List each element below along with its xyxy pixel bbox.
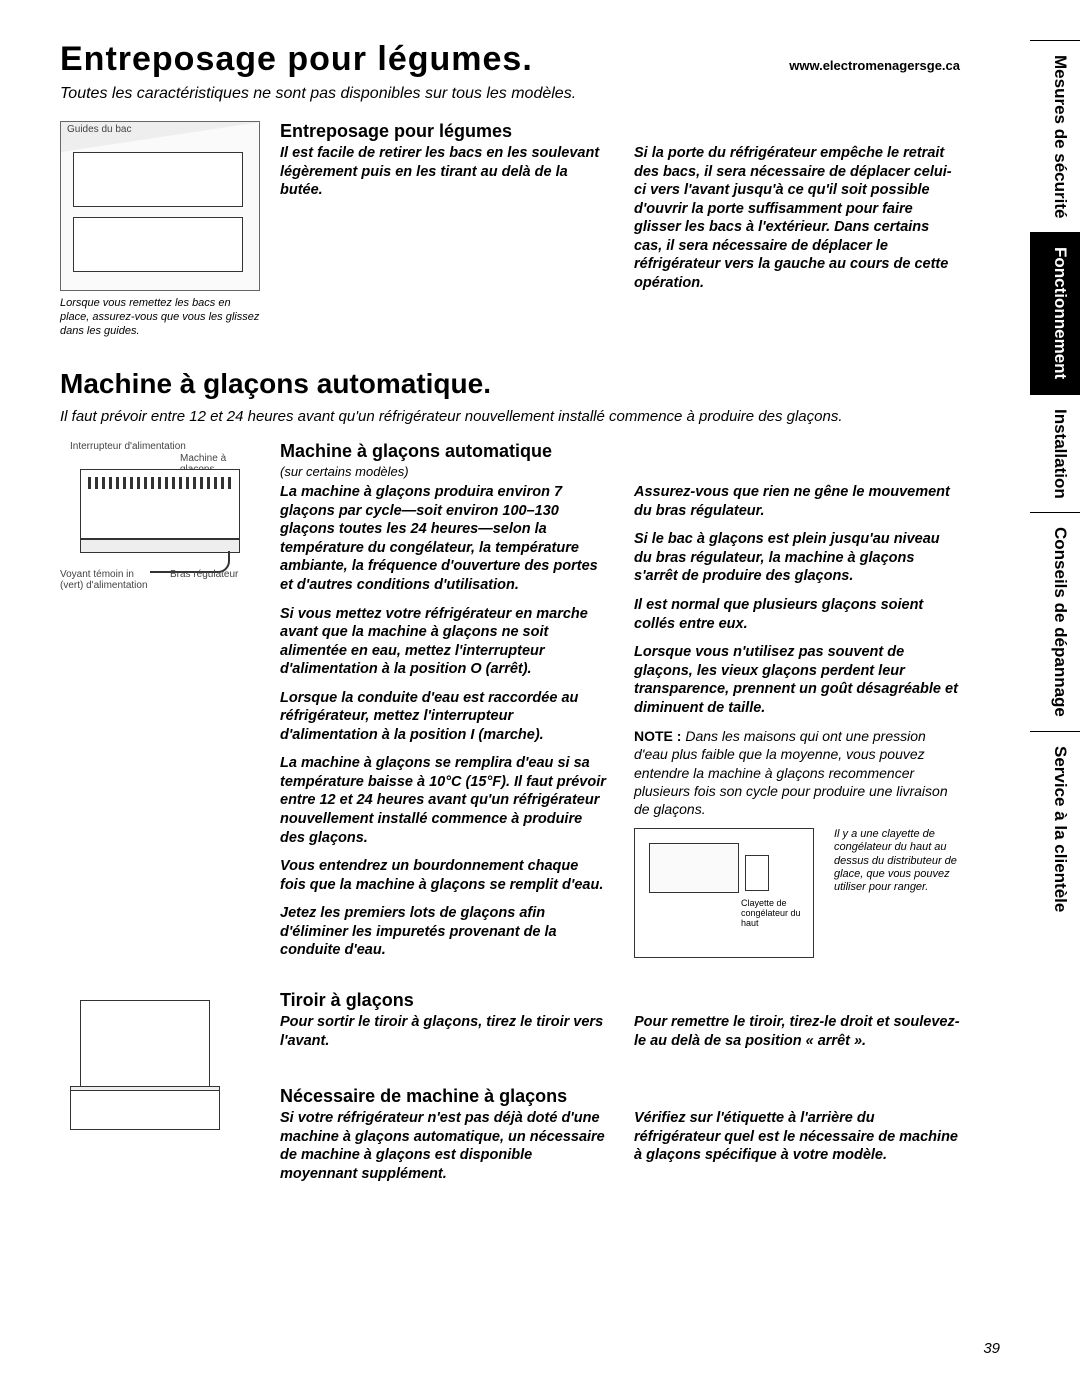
section-drawer: Tiroir à glaçons Pour sortir le tiroir à… bbox=[60, 990, 960, 1193]
icemaker-diagram: Interrupteur d'alimentation Machine à gl… bbox=[60, 441, 260, 586]
icemaker-subnote: (sur certains modèles) bbox=[280, 464, 960, 479]
drawer-heading: Tiroir à glaçons bbox=[280, 990, 960, 1011]
main-content: Entreposage pour légumes. www.electromen… bbox=[60, 40, 960, 1193]
page-number: 39 bbox=[983, 1340, 1000, 1357]
kit-left: Si votre réfrigérateur n'est pas déjà do… bbox=[280, 1109, 606, 1183]
ice-right-p3: Il est normal que plusieurs glaçons soie… bbox=[634, 596, 960, 633]
ice-left-p4: La machine à glaçons se remplira d'eau s… bbox=[280, 754, 606, 847]
ice-right-p1: Assurez-vous que rien ne gêne le mouveme… bbox=[634, 483, 960, 520]
drawer-right: Pour remettre le tiroir, tirez-le droit … bbox=[634, 1013, 960, 1050]
crisper-left-text: Il est facile de retirer les bacs en les… bbox=[280, 144, 606, 292]
tab-trouble[interactable]: Conseils de dépannage bbox=[1030, 512, 1080, 731]
shelf-diagram: Clayette de congélateur du haut bbox=[634, 828, 814, 958]
ice-left-p5: Vous entendrez un bourdonnement chaque f… bbox=[280, 857, 606, 894]
tab-service[interactable]: Service à la clientèle bbox=[1030, 731, 1080, 926]
tab-install[interactable]: Installation bbox=[1030, 394, 1080, 513]
ice-left-p6: Jetez les premiers lots de glaçons afin … bbox=[280, 904, 606, 960]
tab-safety[interactable]: Mesures de sécurité bbox=[1030, 40, 1080, 232]
ice-callout-led: Voyant témoin in (vert) d'alimentation bbox=[60, 569, 160, 591]
crisper-diagram: Guides du bac bbox=[60, 121, 260, 291]
ice-callout-switch: Interrupteur d'alimentation bbox=[70, 441, 186, 452]
crisper-right-text: Si la porte du réfrigérateur empêche le … bbox=[634, 144, 960, 292]
shelf-caption: Il y a une clayette de congélateur du ha… bbox=[834, 828, 974, 894]
crisper-guides-label: Guides du bac bbox=[67, 124, 132, 135]
icemaker-subheading: Machine à glaçons automatique bbox=[280, 441, 960, 462]
icemaker-title: Machine à glaçons automatique. bbox=[60, 368, 960, 400]
tab-operation[interactable]: Fonctionnement bbox=[1030, 232, 1080, 393]
ice-note-lead: NOTE : bbox=[634, 728, 681, 744]
ice-note-body: Dans les maisons qui ont une pression d'… bbox=[634, 728, 948, 817]
page-title: Entreposage pour légumes. bbox=[60, 40, 533, 79]
ice-note: NOTE : Dans les maisons qui ont une pres… bbox=[634, 727, 960, 818]
ice-left-p1: La machine à glaçons produira environ 7 … bbox=[280, 483, 606, 594]
ice-callout-arm: Bras régulateur bbox=[170, 569, 238, 580]
crisper-heading: Entreposage pour légumes bbox=[280, 121, 960, 142]
kit-heading: Nécessaire de machine à glaçons bbox=[280, 1086, 960, 1107]
section-crispers: Guides du bac Lorsque vous remettez les … bbox=[60, 121, 960, 338]
ice-left-p3: Lorsque la conduite d'eau est raccordée … bbox=[280, 689, 606, 745]
section-icemaker: Interrupteur d'alimentation Machine à gl… bbox=[60, 441, 960, 978]
kit-right: Vérifiez sur l'étiquette à l'arrière du … bbox=[634, 1109, 960, 1183]
ice-right-p4: Lorsque vous n'utilisez pas souvent de g… bbox=[634, 643, 960, 717]
shelf-label: Clayette de congélateur du haut bbox=[741, 899, 807, 929]
ice-right-p2: Si le bac à glaçons est plein jusqu'au n… bbox=[634, 530, 960, 586]
crisper-caption: Lorsque vous remettez les bacs en place,… bbox=[60, 297, 260, 338]
drawer-left: Pour sortir le tiroir à glaçons, tirez l… bbox=[280, 1013, 606, 1050]
side-tabs: Mesures de sécurité Fonctionnement Insta… bbox=[1030, 40, 1080, 927]
page-subtitle: Toutes les caractéristiques ne sont pas … bbox=[60, 85, 960, 103]
icemaker-intro: Il faut prévoir entre 12 et 24 heures av… bbox=[60, 408, 960, 425]
ice-left-p2: Si vous mettez votre réfrigérateur en ma… bbox=[280, 605, 606, 679]
header-site: www.electromenagersge.ca bbox=[789, 58, 960, 73]
drawer-diagram bbox=[60, 990, 240, 1150]
